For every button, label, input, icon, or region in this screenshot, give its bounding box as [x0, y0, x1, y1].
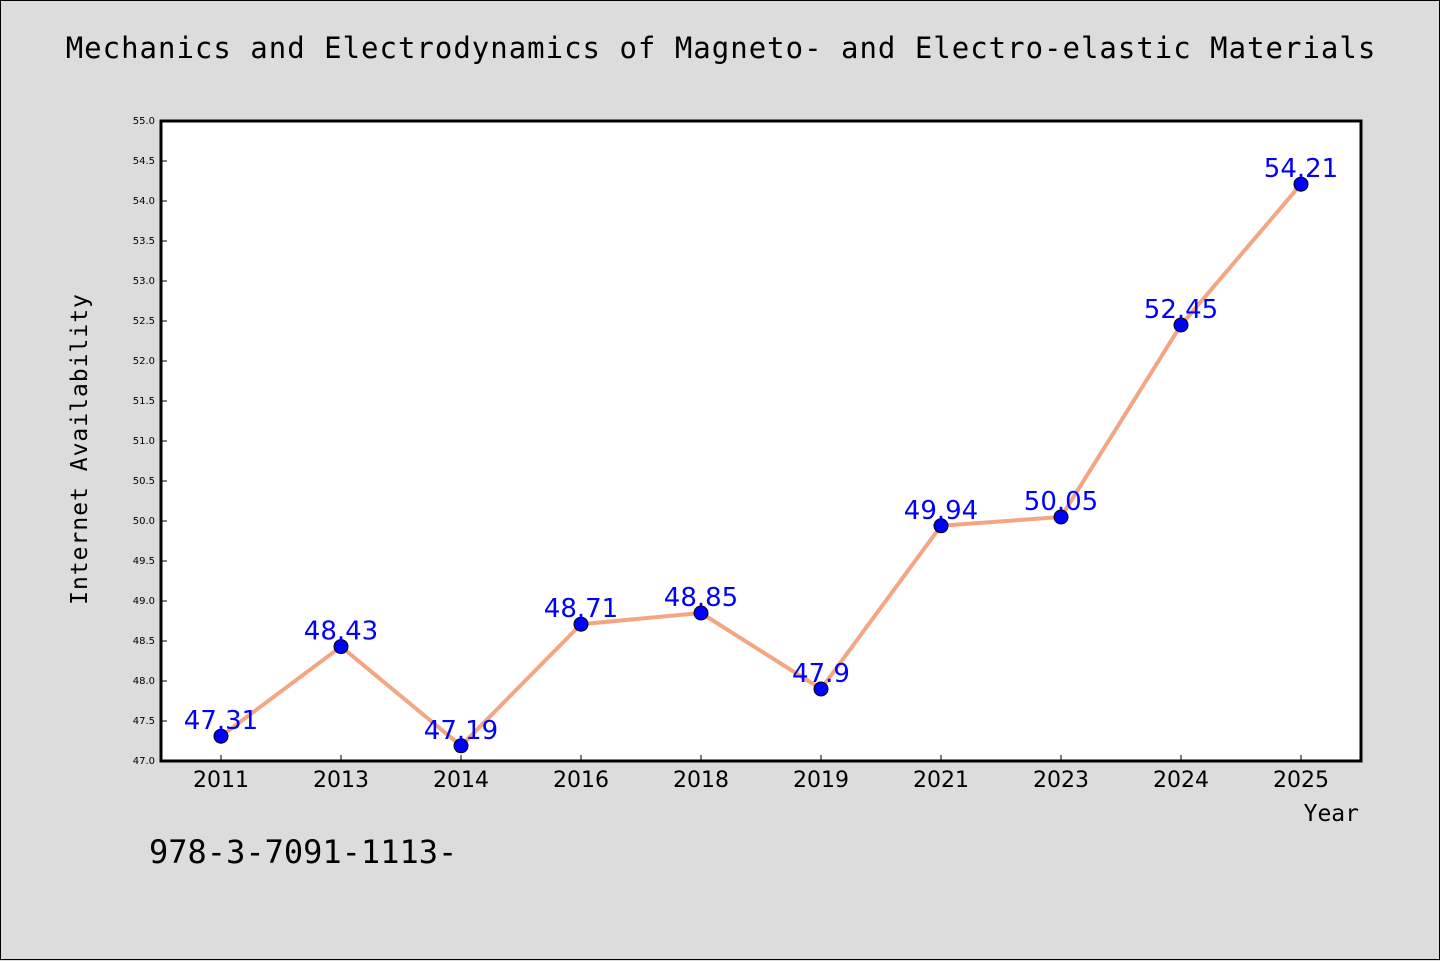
y-tick-label: 47.5 [133, 716, 155, 727]
x-tick-label: 2019 [793, 768, 849, 793]
data-point [573, 616, 589, 632]
data-point [693, 605, 709, 621]
x-tick-label: 2023 [1033, 768, 1089, 793]
y-tick-label: 52.5 [133, 316, 155, 327]
x-tick-label: 2021 [913, 768, 969, 793]
chart-title: Mechanics and Electrodynamics of Magneto… [65, 31, 1377, 65]
data-label: 47.9 [792, 659, 850, 689]
x-axis: 2011 2013 2014 2016 2018 2019 2021 2023 2024 2025 [193, 755, 1329, 793]
y-tick-label: 54.0 [133, 196, 155, 207]
x-tick-label: 2013 [313, 768, 369, 793]
data-label: 52.45 [1144, 295, 1218, 325]
x-tick-label: 2018 [673, 768, 729, 793]
data-point [933, 518, 949, 534]
y-tick-label: 51.5 [133, 396, 155, 407]
data-point [813, 681, 829, 697]
x-tick-label: 2014 [433, 768, 489, 793]
data-label: 48.43 [304, 617, 378, 647]
y-tick-label: 54.5 [133, 156, 155, 167]
series-markers [213, 176, 1309, 754]
data-labels: 47.31 48.43 47.19 48.71 48.85 47.9 49.94 50.05 5… [184, 154, 1338, 746]
data-label: 50.05 [1024, 487, 1098, 517]
x-tick-label: 2024 [1153, 768, 1209, 793]
y-tick-label: 53.0 [133, 276, 155, 287]
y-axis-label: Internet Availability [67, 293, 93, 605]
plot-area [159, 119, 1363, 763]
y-tick-label: 53.5 [133, 236, 155, 247]
data-label: 54.21 [1264, 154, 1338, 184]
data-point [1293, 176, 1309, 192]
y-tick-label: 49.5 [133, 556, 155, 567]
series-line-path [219, 182, 1303, 748]
y-tick-label: 50.5 [133, 476, 155, 487]
series-line [219, 182, 1303, 748]
y-axis: 47.0 47.5 48.0 48.5 49.0 49.5 50.0 50.5 51.0 51.5… [133, 116, 167, 767]
x-tick-label: 2025 [1273, 768, 1329, 793]
data-point [453, 738, 469, 754]
y-tick-label: 47.0 [133, 756, 155, 767]
y-tick-label: 52.0 [133, 356, 155, 367]
y-tick-label: 49.0 [133, 596, 155, 607]
y-tick-label: 51.0 [133, 436, 155, 447]
data-label: 47.19 [424, 716, 498, 746]
data-label: 47.31 [184, 706, 258, 736]
data-point [1053, 509, 1069, 525]
data-label: 49.94 [904, 496, 978, 526]
data-point [213, 728, 229, 744]
data-label: 48.71 [544, 594, 618, 624]
x-axis-label: Year [1304, 801, 1359, 827]
data-point [333, 639, 349, 655]
y-tick-label: 48.5 [133, 636, 155, 647]
y-tick-label: 48.0 [133, 676, 155, 687]
y-tick-label: 50.0 [133, 516, 155, 527]
y-tick-label: 55.0 [133, 116, 155, 127]
isbn-text: 978-3-7091-1113- [149, 833, 458, 871]
data-label: 48.85 [664, 583, 738, 613]
x-tick-label: 2011 [193, 768, 249, 793]
data-point [1173, 317, 1189, 333]
x-tick-label: 2016 [553, 768, 609, 793]
